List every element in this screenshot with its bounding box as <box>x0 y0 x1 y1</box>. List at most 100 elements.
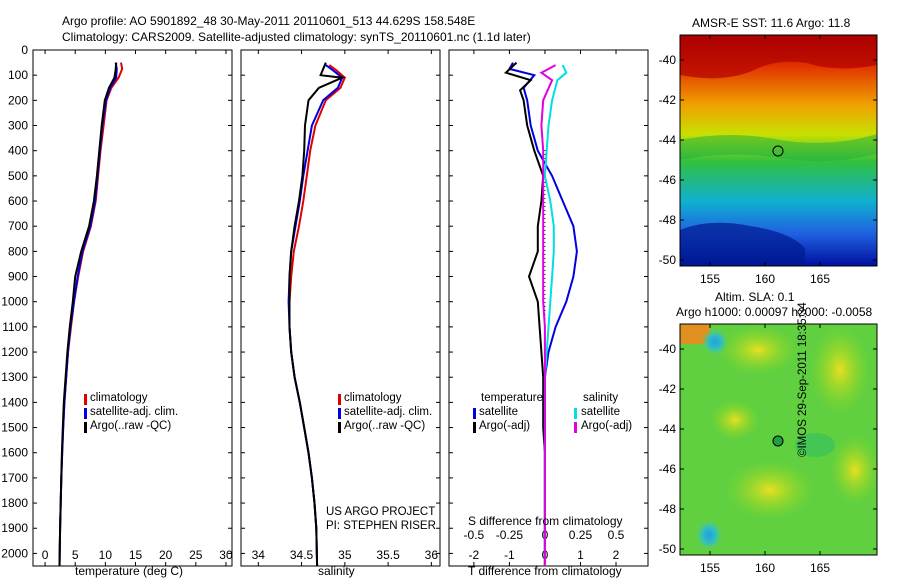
depth-tick-label: 500 <box>8 169 28 183</box>
header-line-1: Argo profile: AO 5901892_48 30-May-2011 … <box>62 14 476 28</box>
depth-tick-label: 600 <box>8 194 28 208</box>
depth-tick-label: 1000 <box>1 295 28 309</box>
depth-tick-label: 800 <box>8 244 28 258</box>
imos-watermark: ©IMOS 29-Sep-2011 18:35:34 <box>797 302 809 457</box>
x-tick-label-secondary: 0.5 <box>608 528 625 542</box>
depth-tick-label: 1100 <box>2 320 28 334</box>
salinity-axis-label: salinity <box>318 564 355 578</box>
sst-map-lat-tick-label: -50 <box>659 253 677 267</box>
sla-map-title-1: Altim. SLA: 0.1 <box>715 290 795 304</box>
legend-swatch <box>574 408 577 419</box>
x-tick-label: 2 <box>613 548 620 562</box>
series-line-salinity-satellite <box>543 64 568 566</box>
x-tick-label: 35 <box>338 548 352 562</box>
series-line-climatology <box>58 62 124 567</box>
sla-map-lat-tick-label: -46 <box>659 462 677 476</box>
sla-map-lon-tick-label: 155 <box>700 561 720 575</box>
x-tick-label: 36 <box>425 548 439 562</box>
series-line-salinity-argo-adj <box>539 64 557 566</box>
x-tick-label: 10 <box>99 548 113 562</box>
series-line-climatology <box>288 64 347 567</box>
legend-salinity-title: salinity <box>583 392 619 404</box>
legend-satellite-label: satellite-adj. clim. <box>344 406 433 418</box>
sla-map-title-2: Argo h1000: 0.00097 h2000: -0.0058 <box>676 305 873 319</box>
series-line-temperature-argo-adj <box>503 61 546 566</box>
credit-pi: PI: STEPHEN RISER <box>326 520 436 532</box>
x-tick-label: 35.5 <box>376 548 400 562</box>
x-tick-label-secondary: -0.25 <box>496 528 524 542</box>
x-tick-label: 5 <box>72 548 79 562</box>
sla-map-lat-tick-label: -44 <box>659 422 677 436</box>
depth-tick-label: 1800 <box>1 496 28 510</box>
difference-panel-frame <box>448 49 649 567</box>
depth-tick-label: 0 <box>21 43 28 57</box>
depth-tick-label: 700 <box>8 219 28 233</box>
sst-map-lat-tick-label: -44 <box>659 133 677 147</box>
x-tick-label-secondary: 0.25 <box>569 528 593 542</box>
legend-argo-label: Argo(..raw -QC) <box>344 420 426 432</box>
series-line-argo-raw-qc <box>58 62 118 567</box>
x-tick-label: -2 <box>469 548 480 562</box>
legend-argo-label: Argo(..raw -QC) <box>90 420 172 432</box>
depth-tick-label: 2000 <box>1 546 28 560</box>
depth-tick-label: 200 <box>8 93 28 107</box>
legend-swatch <box>338 422 341 433</box>
x-tick-label-secondary: -0.5 <box>464 528 485 542</box>
legend-swatch <box>84 394 87 405</box>
legend-swatch <box>338 394 341 405</box>
s-difference-axis-label: S difference from climatology <box>468 514 623 528</box>
x-tick-label: 20 <box>159 548 173 562</box>
sst-map-lon-tick-label: 155 <box>700 272 720 286</box>
temperature-axis-label: temperature (deg C) <box>75 564 184 578</box>
sla-map-lon-tick-label: 160 <box>755 561 775 575</box>
sst-map-lon-tick-label: 165 <box>810 272 830 286</box>
legend-satellite-label: satellite-adj. clim. <box>90 406 179 418</box>
depth-tick-label: 1400 <box>1 395 28 409</box>
sst-map-lon-tick-label: 160 <box>755 272 775 286</box>
sst-map-title: AMSR-E SST: 11.6 Argo: 11.8 <box>692 16 851 30</box>
legend-s-satellite-label: satellite <box>581 406 620 418</box>
depth-tick-label: 900 <box>8 270 28 284</box>
legend-climatology-label: climatology <box>344 392 402 404</box>
sla-map-lat-tick-label: -42 <box>659 382 677 396</box>
sla-map-lat-tick-label: -48 <box>659 502 677 516</box>
x-tick-label: 34 <box>252 548 266 562</box>
x-tick-label: 1 <box>577 548 584 562</box>
legend-swatch <box>84 422 87 433</box>
sla-map-lon-tick-label: 165 <box>810 561 830 575</box>
series-line-satellite-adj-clim <box>58 62 118 567</box>
sla-map <box>679 323 880 556</box>
x-tick-label: 0 <box>42 548 49 562</box>
depth-tick-label: 1700 <box>1 471 28 485</box>
depth-tick-label: 1300 <box>1 370 28 384</box>
series-line-satellite-adj-clim <box>287 64 344 567</box>
legend-s-argo-label: Argo(-adj) <box>581 420 633 432</box>
sst-map <box>679 34 878 267</box>
sst-map-lat-tick-label: -48 <box>659 213 677 227</box>
x-tick-label: 15 <box>129 548 143 562</box>
legend-t-satellite-label: satellite <box>479 406 518 418</box>
depth-tick-label: 1500 <box>1 421 28 435</box>
sst-map-lat-tick-label: -40 <box>659 53 677 67</box>
legend-swatch <box>574 422 577 433</box>
depth-tick-label: 1900 <box>1 521 28 535</box>
header-line-2: Climatology: CARS2009. Satellite-adjuste… <box>62 30 531 44</box>
sla-map-lat-tick-label: -40 <box>659 342 677 356</box>
credit-project: US ARGO PROJECT <box>326 506 436 518</box>
sla-map-lat-tick-label: -50 <box>659 542 677 556</box>
sla-argo-location-marker <box>772 435 784 447</box>
series-line-argo-raw-qc <box>288 62 347 567</box>
legend-swatch <box>84 408 87 419</box>
depth-tick-label: 1600 <box>1 446 28 460</box>
depth-tick-label: 400 <box>8 144 28 158</box>
legend-t-argo-label: Argo(-adj) <box>479 420 531 432</box>
depth-tick-label: 300 <box>8 119 28 133</box>
x-tick-label: 34.5 <box>290 548 314 562</box>
sst-argo-location-marker <box>772 145 784 157</box>
x-tick-label: 30 <box>219 548 233 562</box>
depth-tick-label: 100 <box>8 68 28 82</box>
sst-map-lat-tick-label: -46 <box>659 173 677 187</box>
legend-temperature-title: temperature <box>481 392 544 404</box>
salinity-panel-frame <box>240 49 441 567</box>
